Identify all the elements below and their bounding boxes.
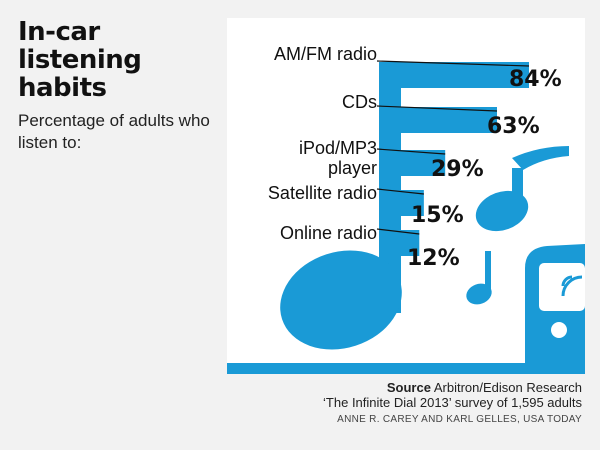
source-label: Source (386, 380, 431, 395)
source-detail: ‘The Infinite Dial 2013’ survey of 1,595… (323, 395, 582, 410)
small-note-stem (485, 251, 491, 294)
bar-rule (376, 228, 420, 235)
signal-wave-2 (561, 275, 583, 297)
category-label: AM/FM radio (274, 44, 377, 64)
bar-satellite-radio (379, 190, 424, 216)
bar-online-radio (379, 230, 420, 256)
chart-panel: AM/FM radio CDs iPod/MP3 player Satellite ra… (227, 18, 585, 374)
value-label: 12% (407, 246, 460, 271)
bar-am-fm-radio (379, 62, 529, 88)
category-label: Online radio (280, 223, 377, 243)
eighth-note-stem (512, 168, 523, 213)
signal-wave-1 (561, 275, 573, 287)
car-window (539, 263, 585, 311)
bar-rule (376, 148, 446, 155)
car-headlight (551, 322, 567, 338)
chart-subtitle: Percentage of adults who listen to: (18, 111, 210, 152)
credit-line: ANNE R. CAREY AND KARL GELLES, USA TODAY (337, 414, 582, 425)
value-label: 63% (487, 114, 540, 139)
category-label: Satellite radio (268, 183, 377, 203)
category-label: player (328, 158, 377, 178)
bar-cds (379, 107, 497, 133)
category-label: CDs (342, 92, 377, 112)
note-head (280, 250, 402, 350)
bottom-band (227, 363, 585, 374)
bar-ipod-mp3-player (379, 150, 446, 176)
chart-title: In-car listening habits (18, 17, 142, 103)
category-label: iPod/MP3 (299, 138, 377, 158)
eighth-note-flag (512, 146, 569, 170)
bar-rule (376, 188, 424, 195)
source-note: Source Arbitron/Edison Research ‘The Inf… (323, 380, 582, 410)
bar-rule (376, 105, 498, 112)
eighth-note-head (475, 190, 529, 232)
value-label: 15% (411, 203, 464, 228)
bar-rule (376, 60, 530, 67)
source-org: Arbitron/Edison Research (433, 380, 582, 395)
value-label: 29% (431, 157, 484, 182)
value-label: 84% (509, 67, 562, 92)
